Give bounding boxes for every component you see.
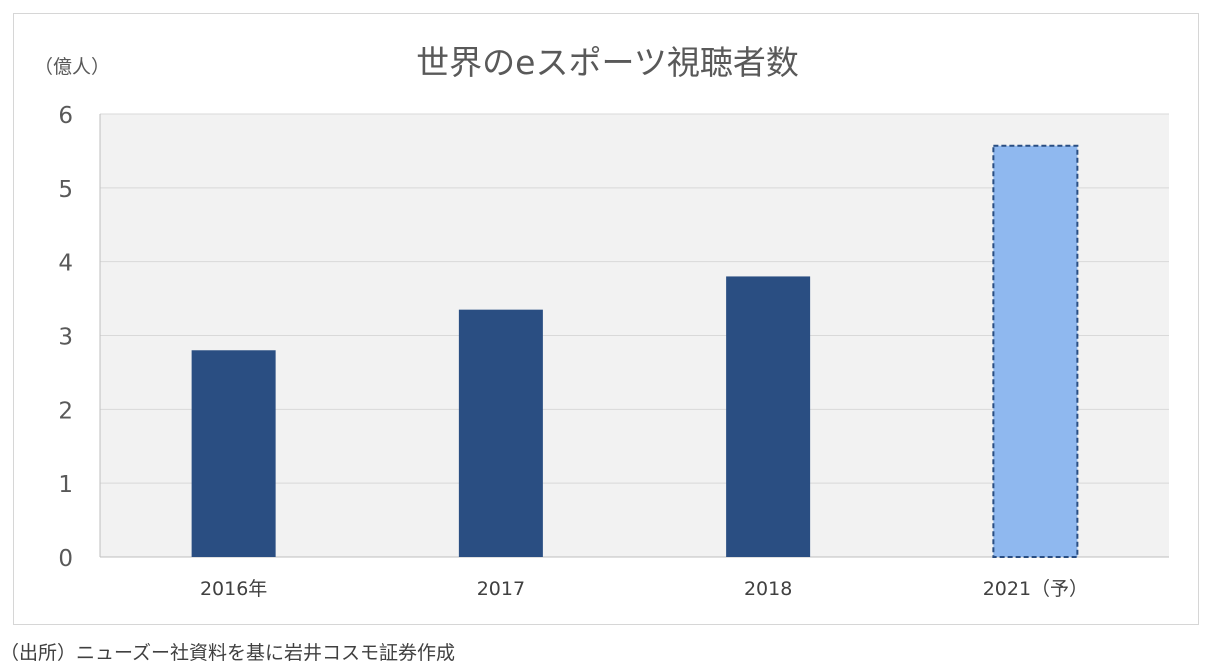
bar [726,276,811,557]
y-tick-label: 6 [58,103,73,129]
x-tick-label: 2017 [477,578,525,600]
y-tick-label: 0 [58,546,73,572]
chart-title: 世界のeスポーツ視聴者数 [416,43,799,82]
x-tick-label: 2021（予） [983,578,1088,600]
y-tick-label: 1 [58,472,73,498]
y-axis-unit-label: （億人） [34,56,111,78]
y-tick-label: 4 [58,251,73,277]
x-tick-label: 2018 [744,578,792,600]
source-note: （出所）ニューズー社資料を基に岩井コスモ証券作成 [0,642,456,664]
bar [458,309,543,557]
bar-forecast [992,144,1079,559]
bar [191,350,276,557]
y-tick-label: 2 [58,398,73,424]
y-tick-label: 5 [58,177,73,203]
x-tick-label: 2016年 [200,578,267,600]
y-tick-label: 3 [58,325,73,351]
